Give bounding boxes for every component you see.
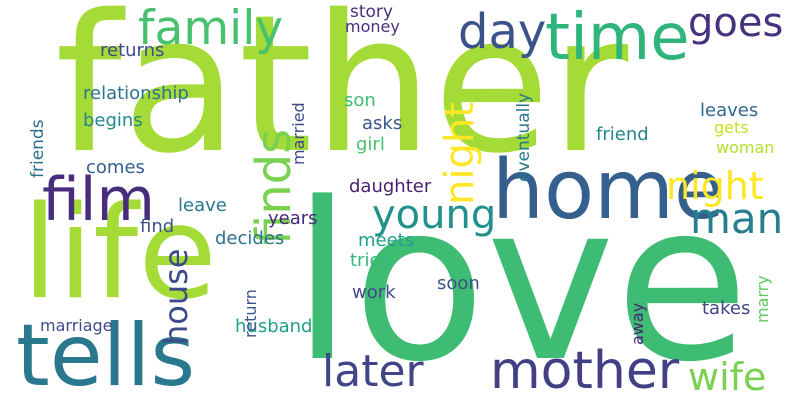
word-comes: comes [86, 157, 145, 178]
word-decides: decides [215, 228, 285, 249]
word-money: money [345, 17, 400, 36]
word-away: away [628, 302, 647, 345]
word-husband: husband [235, 316, 313, 337]
word-takes: takes [702, 298, 751, 319]
word-friend: friend [596, 124, 649, 145]
word-love: love [292, 157, 750, 405]
word-film: film [42, 165, 155, 235]
word-later: later [322, 346, 424, 397]
word-family: family [138, 1, 284, 56]
word-soon: soon [437, 273, 480, 294]
word-married: married [289, 102, 308, 165]
word-wife: wife [688, 355, 767, 399]
word-find: find [140, 216, 175, 237]
word-returns: returns [100, 40, 165, 61]
word-leave: leave [178, 195, 227, 216]
word-meets: meets [358, 230, 415, 251]
word-house: house [157, 248, 195, 346]
word-life: life [22, 179, 217, 328]
word-work: work [352, 282, 396, 303]
word-asks: asks [362, 113, 403, 134]
word-tells: tells [16, 306, 196, 405]
word-friends: friends [28, 119, 48, 178]
word-woman: woman [716, 138, 775, 157]
word-marry: marry [753, 275, 772, 323]
word-day: day [458, 4, 547, 60]
word-eventually: eventually [514, 92, 534, 182]
word-begins: begins [83, 110, 143, 131]
word-home: home [492, 143, 725, 238]
word-father: father [55, 0, 629, 195]
word-man: man [690, 194, 784, 243]
word-relationship: relationship [83, 83, 189, 104]
word-years: years [268, 208, 318, 229]
word-goes: goes [688, 0, 784, 46]
word-tries: tries [350, 250, 390, 271]
word-girl: girl [356, 134, 385, 155]
word-mother: mother [490, 341, 680, 401]
word-story: story [350, 2, 393, 22]
word-time: time [545, 1, 690, 75]
word-night: night [437, 102, 483, 205]
word-return: return [241, 289, 260, 338]
word-son: son [344, 90, 376, 111]
word-marriage: marriage [40, 316, 113, 335]
word-leaves: leaves [700, 100, 759, 121]
word-gets: gets [714, 118, 749, 137]
word-daughter: daughter [349, 176, 432, 197]
word-young: night [666, 164, 764, 208]
word-new: young [372, 192, 497, 238]
